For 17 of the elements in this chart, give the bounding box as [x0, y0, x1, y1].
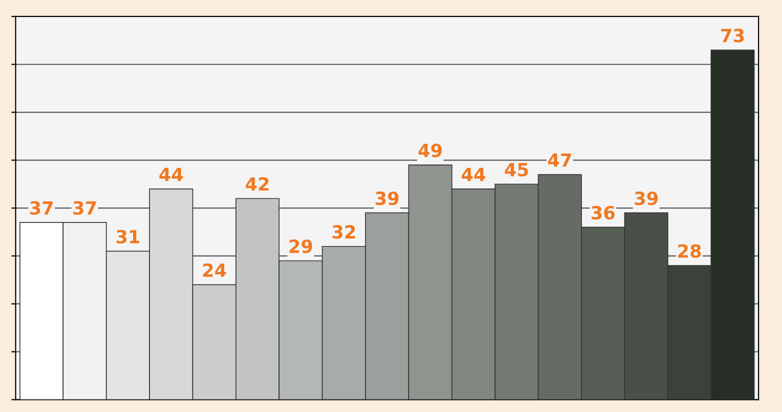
data-label: 49: [418, 144, 442, 158]
data-label: 39: [376, 192, 398, 206]
data-label: 37: [30, 201, 53, 215]
data-label: 73: [721, 28, 744, 42]
data-label: 42: [246, 177, 269, 191]
data-label: 45: [504, 163, 528, 176]
data-label: 44: [159, 168, 183, 181]
data-label: 47: [548, 153, 571, 167]
data-label: 28: [678, 244, 701, 258]
data-label: 36: [592, 206, 615, 220]
data-label: 44: [462, 168, 486, 181]
data-label: 29: [290, 239, 312, 254]
data-label: 39: [634, 192, 658, 206]
data-label: 24: [203, 263, 226, 277]
data-label: 31: [116, 230, 140, 244]
data-label: 37: [73, 201, 96, 215]
data-label: 32: [332, 225, 355, 239]
